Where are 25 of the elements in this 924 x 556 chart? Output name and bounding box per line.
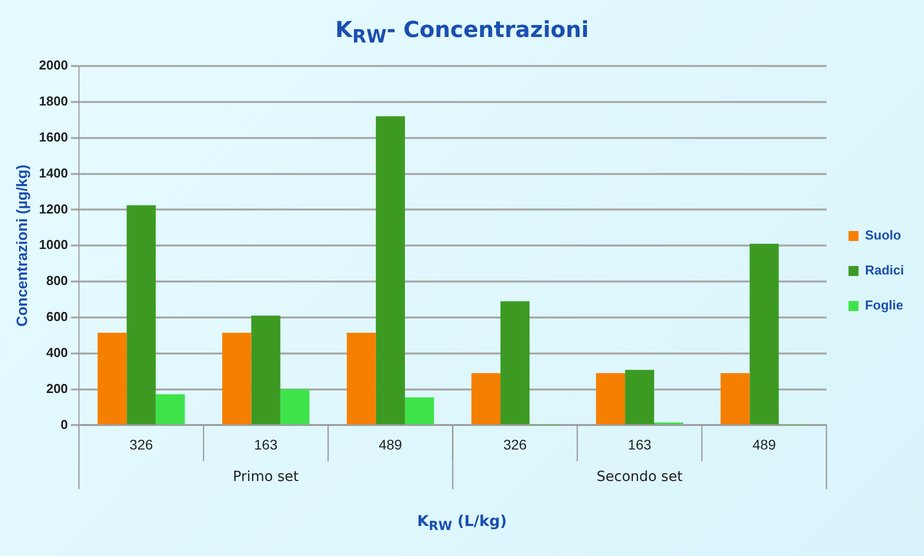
y-tick-label: 1000	[39, 237, 68, 252]
y-tick-label: 1200	[39, 201, 68, 216]
y-tick-label: 400	[46, 344, 68, 360]
x-tick-label: 163	[254, 436, 278, 452]
x-axis-title: K$_{RW}$ (L/kg)	[416, 512, 508, 533]
y-tick-label: 600	[46, 309, 68, 324]
y-tick-label: 800	[46, 273, 68, 288]
y-tick-label: 1800	[39, 94, 68, 108]
y-axis-title: Concentrazioni (µg/kg)	[14, 164, 32, 327]
x-tick-label: 489	[752, 436, 776, 452]
x-tick-label: 489	[378, 436, 402, 452]
y-tick-label: 200	[46, 380, 68, 396]
text: Secondo set	[596, 468, 684, 485]
legend-label: Radici	[864, 262, 904, 278]
x-tick-label: 326	[130, 436, 154, 452]
y-tick-label: 1400	[39, 165, 68, 180]
chart-title: K$_{RW}$- Concentrazioni	[334, 18, 590, 48]
text: Primo set	[232, 468, 300, 485]
x-tick-label: 163	[628, 436, 652, 452]
x-tick-label: 326	[503, 436, 527, 452]
legend-label: Suolo	[864, 228, 902, 243]
y-tick-label: 2000	[39, 58, 68, 73]
y-tick-label: 1600	[39, 129, 68, 144]
legend-label: Foglie	[864, 298, 904, 313]
y-tick-label: 0	[60, 416, 68, 432]
